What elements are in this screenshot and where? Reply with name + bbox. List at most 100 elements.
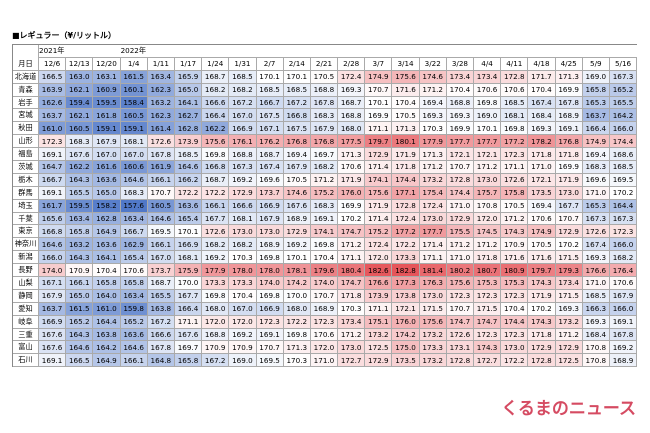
price-cell: 171.9 [365, 199, 393, 213]
price-cell: 165.0 [66, 289, 94, 303]
price-cell: 168.5 [283, 83, 311, 97]
price-cell: 174.9 [582, 135, 610, 149]
price-cell: 167.7 [555, 199, 583, 213]
price-cell: 172.3 [501, 148, 529, 162]
price-cell: 171.2 [338, 238, 366, 252]
row-header: 山形 [13, 135, 39, 149]
price-cell: 171.8 [528, 328, 556, 342]
column-header: 1/17 [174, 57, 203, 71]
price-cell: 170.6 [120, 264, 148, 278]
price-cell: 169.5 [609, 173, 638, 187]
price-cell: 171.1 [501, 161, 529, 174]
price-cell: 170.9 [202, 341, 230, 355]
price-cell: 171.8 [528, 148, 556, 162]
price-cell: 168.2 [229, 238, 257, 252]
price-cell: 163.1 [93, 70, 121, 84]
price-cell: 168.7 [202, 70, 230, 84]
price-cell: 174.7 [446, 315, 474, 329]
price-cell: 166.1 [147, 173, 175, 187]
corner-blank [13, 45, 39, 58]
price-cell: 168.4 [528, 109, 556, 123]
price-cell: 174.9 [528, 225, 556, 239]
price-cell: 173.5 [528, 186, 556, 200]
price-cell: 173.5 [392, 354, 420, 368]
price-cell: 172.3 [39, 135, 67, 149]
price-cell: 171.0 [528, 161, 556, 174]
price-cell: 171.5 [555, 251, 583, 265]
price-cell: 172.0 [310, 341, 339, 355]
price-cell: 163.6 [93, 173, 121, 187]
price-cell: 171.2 [501, 212, 529, 226]
price-cell: 167.3 [582, 212, 610, 226]
price-cell: 172.1 [446, 148, 474, 162]
price-cell: 172.6 [147, 135, 175, 149]
column-header: 1/31 [229, 57, 257, 71]
year-blank [310, 45, 339, 58]
price-cell: 173.0 [419, 289, 447, 303]
row-header: 茨城 [13, 161, 39, 174]
price-cell: 168.2 [229, 83, 257, 97]
price-cell: 172.3 [501, 289, 529, 303]
price-cell: 167.0 [229, 109, 257, 123]
column-header: 2/28 [338, 57, 366, 71]
price-cell: 166.7 [120, 225, 148, 239]
price-cell: 173.0 [256, 225, 284, 239]
price-cell: 172.8 [392, 199, 420, 213]
price-cell: 170.1 [174, 225, 203, 239]
price-cell: 171.3 [555, 70, 583, 84]
price-cell: 168.1 [120, 135, 148, 149]
price-cell: 177.7 [474, 135, 502, 149]
price-cell: 167.9 [283, 161, 311, 174]
price-cell: 168.7 [338, 96, 366, 110]
price-cell: 167.2 [147, 315, 175, 329]
price-cell: 171.4 [365, 212, 393, 226]
price-cell: 165.6 [39, 212, 67, 226]
price-cell: 164.6 [39, 238, 67, 252]
price-cell: 166.1 [66, 277, 94, 290]
year-blank [229, 45, 257, 58]
price-cell: 177.7 [446, 135, 474, 149]
year-blank [582, 45, 610, 58]
price-cell: 172.5 [365, 341, 393, 355]
price-cell: 175.1 [365, 315, 393, 329]
price-cell: 169.1 [609, 315, 638, 329]
price-cell: 170.4 [392, 96, 420, 110]
price-cell: 171.2 [338, 328, 366, 342]
price-cell: 174.0 [39, 264, 67, 278]
price-cell: 170.7 [310, 289, 339, 303]
price-cell: 168.2 [202, 238, 230, 252]
price-cell: 164.2 [93, 341, 121, 355]
price-cell: 169.3 [338, 83, 366, 97]
price-cell: 164.7 [39, 161, 67, 174]
price-cell: 167.2 [229, 96, 257, 110]
price-cell: 172.2 [392, 238, 420, 252]
price-cell: 169.8 [202, 289, 230, 303]
price-cell: 170.7 [147, 186, 175, 200]
price-cell: 160.1 [120, 83, 148, 97]
price-cell: 166.1 [147, 238, 175, 252]
price-cell: 172.4 [365, 238, 393, 252]
price-cell: 167.9 [39, 289, 67, 303]
price-cell: 172.6 [501, 173, 529, 187]
price-cell: 167.0 [120, 148, 148, 162]
price-cell: 175.8 [501, 186, 529, 200]
price-cell: 165.2 [120, 315, 148, 329]
price-cell: 170.2 [555, 238, 583, 252]
price-cell: 157.6 [120, 199, 148, 213]
price-cell: 167.8 [310, 96, 339, 110]
price-cell: 164.9 [93, 354, 121, 368]
price-cell: 177.2 [501, 135, 529, 149]
price-cell: 171.5 [419, 302, 447, 316]
price-cell: 171.3 [392, 122, 420, 136]
price-cell: 166.9 [39, 315, 67, 329]
price-cell: 177.7 [419, 225, 447, 239]
column-header: 2/7 [256, 57, 284, 71]
price-cell: 167.6 [66, 148, 94, 162]
year-blank [147, 45, 175, 58]
price-cell: 166.4 [202, 109, 230, 123]
price-cell: 167.6 [39, 341, 67, 355]
price-cell: 169.6 [256, 173, 284, 187]
price-cell: 175.6 [392, 70, 420, 84]
price-cell: 174.4 [501, 315, 529, 329]
price-cell: 169.8 [256, 289, 284, 303]
